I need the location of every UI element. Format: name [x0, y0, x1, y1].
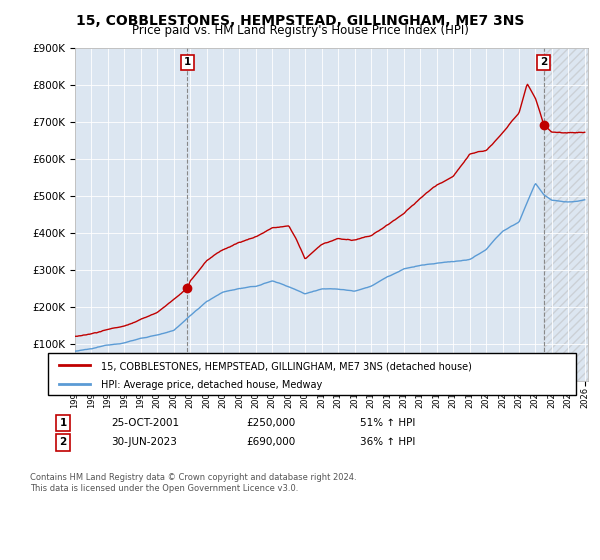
FancyBboxPatch shape	[48, 353, 576, 395]
Text: 2: 2	[59, 437, 67, 447]
Text: 15, COBBLESTONES, HEMPSTEAD, GILLINGHAM, ME7 3NS (detached house): 15, COBBLESTONES, HEMPSTEAD, GILLINGHAM,…	[101, 361, 472, 371]
Text: 1: 1	[59, 418, 67, 428]
Text: Price paid vs. HM Land Registry's House Price Index (HPI): Price paid vs. HM Land Registry's House …	[131, 24, 469, 37]
Text: 30-JUN-2023: 30-JUN-2023	[111, 437, 177, 447]
Text: Contains HM Land Registry data © Crown copyright and database right 2024.
This d: Contains HM Land Registry data © Crown c…	[30, 473, 356, 493]
Text: 1: 1	[184, 58, 191, 67]
Text: £250,000: £250,000	[246, 418, 295, 428]
Text: £690,000: £690,000	[246, 437, 295, 447]
Text: 15, COBBLESTONES, HEMPSTEAD, GILLINGHAM, ME7 3NS: 15, COBBLESTONES, HEMPSTEAD, GILLINGHAM,…	[76, 14, 524, 28]
Text: 51% ↑ HPI: 51% ↑ HPI	[360, 418, 415, 428]
Text: 36% ↑ HPI: 36% ↑ HPI	[360, 437, 415, 447]
Text: HPI: Average price, detached house, Medway: HPI: Average price, detached house, Medw…	[101, 380, 322, 390]
Text: 2: 2	[540, 58, 547, 67]
Text: 25-OCT-2001: 25-OCT-2001	[111, 418, 179, 428]
